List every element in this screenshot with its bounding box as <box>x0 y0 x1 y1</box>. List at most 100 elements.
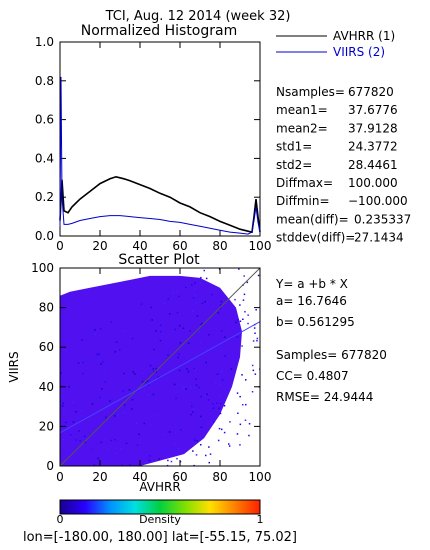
scatter-point <box>217 439 220 442</box>
scatter-point <box>78 430 80 432</box>
regression-rmse: RMSE= 24.9444 <box>276 390 373 404</box>
scatter-point <box>119 349 121 351</box>
scatter-point <box>221 428 223 431</box>
scatter-point <box>185 388 187 390</box>
scatter-point <box>117 362 119 364</box>
scatter-point <box>237 344 240 347</box>
scatter-point <box>100 363 102 365</box>
scatter-point <box>246 281 249 284</box>
scatter-point <box>102 361 104 363</box>
stat-label: Nsamples= <box>276 85 345 99</box>
scatter-point <box>236 392 239 394</box>
scatter-point <box>117 410 119 412</box>
scatter-point <box>256 339 258 342</box>
scatter-point <box>81 409 83 412</box>
scatter-point <box>110 348 113 351</box>
scatter-point <box>200 323 202 326</box>
scatter-point <box>186 368 188 370</box>
scatter-point <box>181 388 184 391</box>
stat-value: 0.235337 <box>354 212 411 226</box>
scatter-point <box>117 414 119 416</box>
scatter-point <box>178 295 180 298</box>
scatter-point <box>124 404 126 406</box>
scatter-point <box>212 403 214 405</box>
scatter-ticks: 0 20 40 60 80 100 0 20 40 60 80 100 <box>31 261 271 484</box>
scatter-point <box>158 458 160 460</box>
scatter-panel: Scatter Plot 0 20 40 60 80 100 0 20 40 60 80 100 AV… <box>7 252 271 494</box>
scatter-point <box>239 304 241 306</box>
scatter-point <box>174 443 176 445</box>
scatter-point <box>83 358 86 360</box>
scatter-point <box>115 414 117 416</box>
scatter-point <box>80 362 83 365</box>
stat-label: std1= <box>276 140 312 154</box>
scatter-frame <box>59 267 261 467</box>
scatter-point <box>199 415 202 418</box>
scatter-density-region <box>60 275 242 466</box>
scatter-point <box>205 361 207 364</box>
scatter-point <box>216 373 219 375</box>
scatter-point <box>239 423 242 426</box>
scatter-point <box>255 309 257 311</box>
scatter-point <box>219 304 222 306</box>
scatter-point <box>175 397 177 400</box>
scatter-point <box>200 444 202 446</box>
scatter-point <box>118 373 120 375</box>
scatter-point <box>195 378 197 380</box>
scatter-point <box>61 405 64 407</box>
scatter-point <box>198 298 200 300</box>
scatter-point <box>98 353 100 355</box>
scatter-point <box>182 327 185 329</box>
scatter-xtick-label: 100 <box>249 470 272 484</box>
scatter-point <box>173 423 176 426</box>
scatter-point <box>223 405 226 407</box>
scatter-point <box>172 449 174 451</box>
scatter-density-points <box>60 268 260 466</box>
histogram-ytick-label: 0.8 <box>35 74 54 88</box>
histogram-ytick-label: 0.6 <box>35 113 54 127</box>
histogram-xtick-label: 60 <box>172 239 187 253</box>
histogram-ytick-label: 0.2 <box>35 190 54 204</box>
stat-label: Diffmin= <box>276 194 330 208</box>
statistics-block: Nsamples= 677820 mean1= 37.6776 mean2= 37.912… <box>276 85 411 245</box>
scatter-point <box>163 302 166 304</box>
scatter-point <box>72 401 74 403</box>
scatter-point <box>186 299 189 302</box>
scatter-point <box>82 362 84 364</box>
scatter-point <box>115 341 118 343</box>
scatter-point <box>187 342 190 344</box>
scatter-point <box>189 330 191 332</box>
scatter-xtick-label: 0 <box>56 470 64 484</box>
scatter-point <box>131 408 133 410</box>
scatter-point <box>220 300 223 303</box>
scatter-point <box>156 415 158 417</box>
scatter-title: Scatter Plot <box>118 252 200 268</box>
scatter-point <box>176 311 179 314</box>
histogram-xtick-label: 40 <box>132 239 147 253</box>
scatter-point <box>199 341 202 344</box>
scatter-point <box>114 439 116 441</box>
histogram-ytick-label: 1.0 <box>35 35 54 49</box>
scatter-point <box>136 422 138 424</box>
colorbar-max-label: 1 <box>257 513 264 526</box>
scatter-point <box>239 320 242 322</box>
scatter-point <box>176 457 178 460</box>
scatter-point <box>194 369 196 371</box>
scatter-point <box>128 389 131 391</box>
scatter-point <box>224 336 226 338</box>
scatter-point <box>220 330 223 332</box>
scatter-point <box>215 382 217 384</box>
scatter-point <box>190 413 192 416</box>
scatter-point <box>178 404 180 406</box>
scatter-point <box>223 431 226 434</box>
scatter-point <box>115 452 117 454</box>
stat-label: std2= <box>276 158 312 172</box>
scatter-point <box>104 381 106 383</box>
scatter-point <box>199 282 202 284</box>
scatter-point <box>204 301 206 303</box>
scatter-point <box>99 327 102 330</box>
scatter-point <box>155 371 157 373</box>
stat-value: 37.6776 <box>348 103 398 117</box>
scatter-point <box>143 391 145 393</box>
scatter-point <box>187 370 190 373</box>
